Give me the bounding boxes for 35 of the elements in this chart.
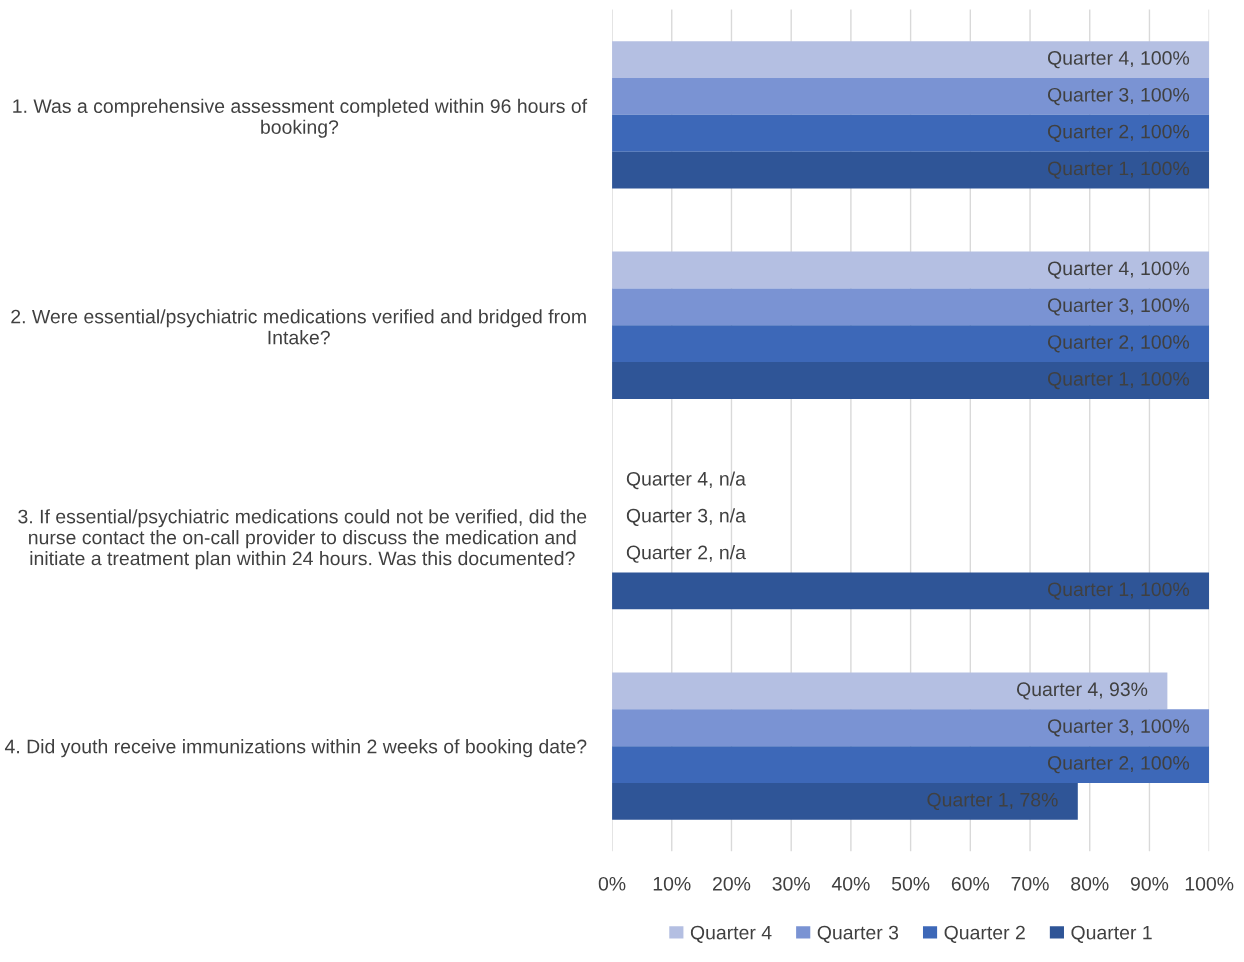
data-label: Quarter 2, 100% [1047, 124, 1190, 142]
legend-label: Quarter 3 [817, 925, 899, 943]
legend-label: Quarter 4 [690, 925, 772, 943]
data-label: Quarter 2, 100% [1047, 335, 1190, 353]
x-tick-label: 50% [891, 876, 930, 891]
data-label: Quarter 1, 100% [1047, 582, 1190, 600]
legend-label: Quarter 2 [944, 925, 1025, 943]
x-tick-label: 10% [653, 876, 691, 891]
data-label: Quarter 1, 100% [1047, 161, 1190, 179]
y-tick-label: 1. Was a comprehensive assessment completed within 96 hours of booking? [13, 98, 588, 138]
y-tick-label: 3. If essential/psychiatric medications could not be verified, did the nurse contact the on-call provider to discuss the medication and initiate a treatment plan within 24 hours. Was this documented? [18, 509, 587, 570]
data-label: Quarter 4, 93% [1017, 682, 1148, 700]
data-label: Quarter 1, 100% [1047, 371, 1190, 390]
data-label: Quarter 3, 100% [1047, 298, 1190, 316]
x-tick-label: 100% [1185, 876, 1234, 891]
text: Quarter 3, n/a [626, 508, 746, 526]
data-label: Quarter 2, 100% [1047, 756, 1190, 774]
data-label: Quarter 4, 100% [1047, 261, 1190, 279]
x-tick-label: 30% [772, 876, 810, 891]
data-label: Quarter 3, 100% [1047, 87, 1190, 106]
x-tick-label: 20% [712, 876, 751, 891]
x-tick-label: 0% [598, 876, 626, 891]
data-label: Quarter 4, 100% [1047, 51, 1190, 69]
data-label: Quarter 1, 78% [927, 792, 1058, 811]
y-tick-label: 2. Were essential/psychiatric medications verified and bridged from Intake? [11, 309, 586, 345]
x-tick-label: 90% [1130, 876, 1169, 891]
x-tick-label: 60% [951, 876, 990, 891]
x-tick-label: 80% [1071, 876, 1109, 891]
x-tick-label: 40% [831, 876, 870, 891]
y-tick-label: 4. Did youth receive immunizations within 2 weeks of booking date? [4, 739, 587, 758]
text: Quarter 2, n/a [626, 545, 746, 563]
legend-label: Quarter 1 [1071, 925, 1152, 943]
text: Quarter 4, n/a [626, 471, 746, 490]
data-label: Quarter 3, 100% [1047, 719, 1190, 737]
x-tick-label: 70% [1011, 876, 1049, 891]
